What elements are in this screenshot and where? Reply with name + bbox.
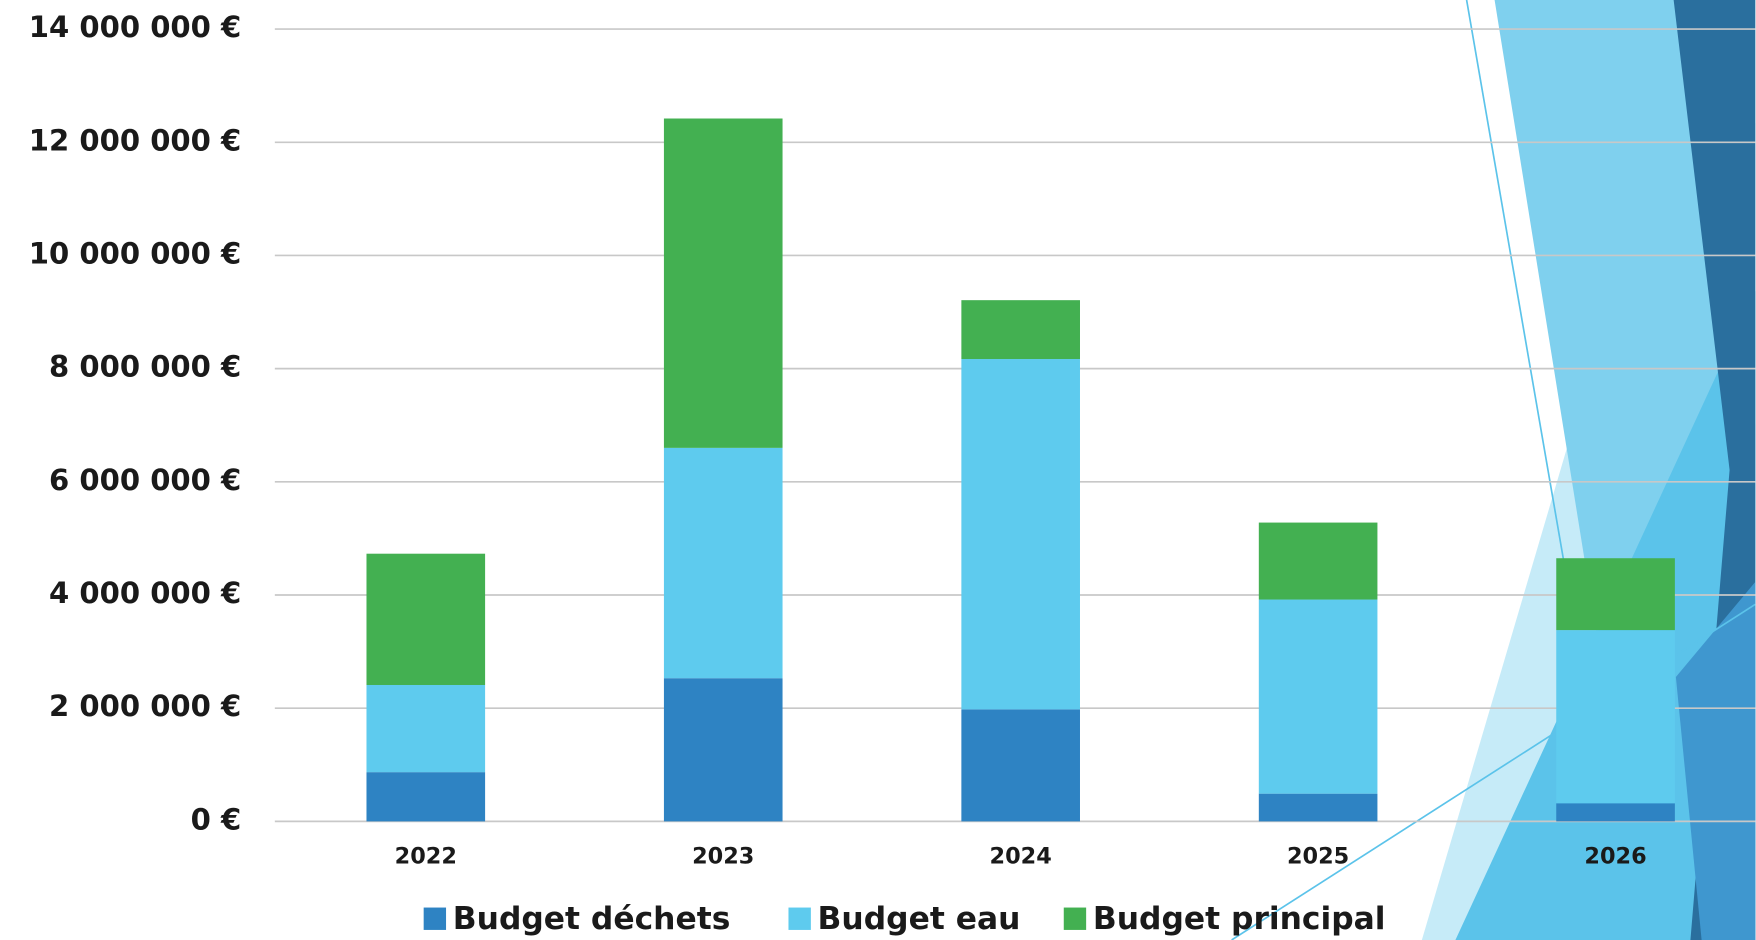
bar-segment: [366, 772, 486, 822]
bar-segment: [366, 684, 486, 773]
legend-swatch: [1063, 907, 1087, 930]
legend-swatch: [423, 907, 447, 930]
bar-segment: [961, 359, 1080, 710]
y-tick-label: 0 €: [191, 802, 242, 836]
bar-segment: [961, 709, 1080, 822]
x-tick-label: 2026: [1584, 844, 1646, 870]
y-tick-label: 8 000 000 €: [49, 350, 241, 384]
x-tick-label: 2024: [990, 844, 1052, 870]
decor-shape: [1675, 581, 1756, 940]
x-tick-label: 2023: [692, 844, 754, 870]
y-tick-label: 4 000 000 €: [49, 576, 241, 610]
bar-segment: [663, 678, 783, 822]
x-tick-label: 2025: [1287, 844, 1349, 870]
y-tick-label: 12 000 000 €: [29, 123, 241, 157]
bar-segment: [663, 447, 783, 679]
y-tick-label: 10 000 000 €: [29, 236, 241, 270]
bar-segment: [1258, 522, 1378, 600]
legend-label: Budget principal: [1093, 901, 1386, 937]
bar-segment: [1258, 793, 1378, 822]
decor-line: [1465, 0, 1569, 583]
y-tick-label: 2 000 000 €: [49, 689, 241, 723]
y-tick-label: 14 000 000 €: [29, 10, 241, 44]
y-tick-label: 6 000 000 €: [49, 463, 241, 497]
bar-segment: [1556, 558, 1675, 631]
bar-segment: [961, 300, 1080, 360]
bar-segment: [1258, 599, 1378, 794]
bar-segment: [1556, 630, 1675, 804]
bar-segment: [663, 118, 783, 448]
bar-segment: [1556, 803, 1675, 822]
bar-segment: [366, 553, 486, 685]
legend-label: Budget eau: [818, 901, 1021, 937]
legend-swatch: [788, 907, 811, 930]
legend-label: Budget déchets: [453, 901, 731, 937]
x-tick-label: 2022: [395, 844, 457, 870]
